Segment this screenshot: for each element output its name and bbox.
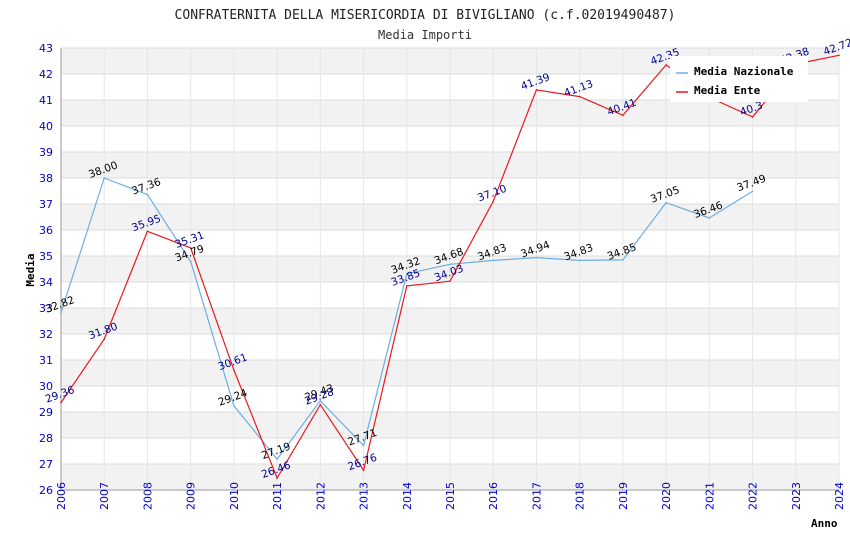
y-tick-label: 28 [39, 432, 53, 445]
x-tick-label: 2008 [141, 482, 154, 510]
data-point [665, 202, 667, 204]
data-point [709, 217, 711, 219]
data-point [60, 312, 62, 314]
data-point [276, 477, 278, 479]
line-chart: CONFRATERNITA DELLA MISERICORDIA DI BIVI… [0, 0, 850, 550]
data-point [60, 402, 62, 404]
x-tick-label: 2014 [401, 482, 414, 510]
y-tick-label: 34 [39, 276, 53, 289]
x-tick-label: 2015 [444, 482, 457, 510]
y-tick-label: 38 [39, 172, 53, 185]
data-point [233, 369, 235, 371]
chart-title: CONFRATERNITA DELLA MISERICORDIA DI BIVI… [175, 8, 676, 23]
y-tick-label: 35 [39, 250, 53, 263]
data-point [406, 285, 408, 287]
x-tick-label: 2012 [314, 482, 327, 510]
y-tick-label: 40 [39, 120, 53, 133]
x-tick-label: 2019 [617, 482, 630, 510]
y-tick-label: 31 [39, 354, 53, 367]
x-tick-label: 2011 [271, 482, 284, 510]
chart-subtitle: Media Importi [378, 28, 472, 42]
data-point [363, 445, 365, 447]
x-tick-label: 2017 [530, 482, 543, 510]
data-point [276, 458, 278, 460]
legend-label-media-nazionale: Media Nazionale [694, 65, 794, 78]
data-point [752, 190, 754, 192]
data-point [449, 280, 451, 282]
data-point [147, 231, 149, 233]
data-point [103, 338, 105, 340]
legend: Media Nazionale Media Ente [670, 56, 808, 102]
data-point [492, 201, 494, 203]
y-tick-label: 32 [39, 328, 53, 341]
data-point [665, 64, 667, 66]
legend-label-media-ente: Media Ente [694, 84, 761, 97]
y-tick-label: 27 [39, 458, 53, 471]
data-point [838, 54, 840, 56]
y-tick-label: 42 [39, 68, 53, 81]
data-point [579, 260, 581, 262]
y-tick-label: 29 [39, 406, 53, 419]
x-tick-label: 2022 [747, 482, 760, 510]
x-tick-label: 2018 [574, 482, 587, 510]
data-point [233, 405, 235, 407]
x-tick-label: 2007 [98, 482, 111, 510]
x-tick-label: 2021 [703, 482, 716, 510]
data-point [449, 264, 451, 266]
x-tick-label: 2009 [185, 482, 198, 510]
data-point [320, 404, 322, 406]
data-point [363, 469, 365, 471]
y-tick-label: 43 [39, 42, 53, 55]
y-axis-label: Media [24, 253, 37, 286]
y-tick-label: 41 [39, 94, 53, 107]
x-tick-label: 2013 [358, 482, 371, 510]
data-point [536, 89, 538, 91]
data-point [622, 259, 624, 261]
x-tick-label: 2006 [55, 482, 68, 510]
data-point [190, 261, 192, 263]
y-tick-label: 36 [39, 224, 53, 237]
x-tick-label: 2020 [660, 482, 673, 510]
x-tick-label: 2016 [487, 482, 500, 510]
x-tick-label: 2023 [790, 482, 803, 510]
x-tick-label: 2024 [833, 482, 846, 510]
data-point [579, 96, 581, 98]
data-point [147, 194, 149, 196]
data-point [622, 115, 624, 117]
data-point [103, 177, 105, 179]
x-tick-label: 2010 [228, 482, 241, 510]
y-tick-label: 26 [39, 484, 53, 497]
data-point [492, 260, 494, 262]
data-point [536, 257, 538, 259]
y-tick-label: 39 [39, 146, 53, 159]
data-point [752, 116, 754, 118]
y-tick-label: 37 [39, 198, 53, 211]
x-axis-label: Anno [811, 517, 838, 530]
